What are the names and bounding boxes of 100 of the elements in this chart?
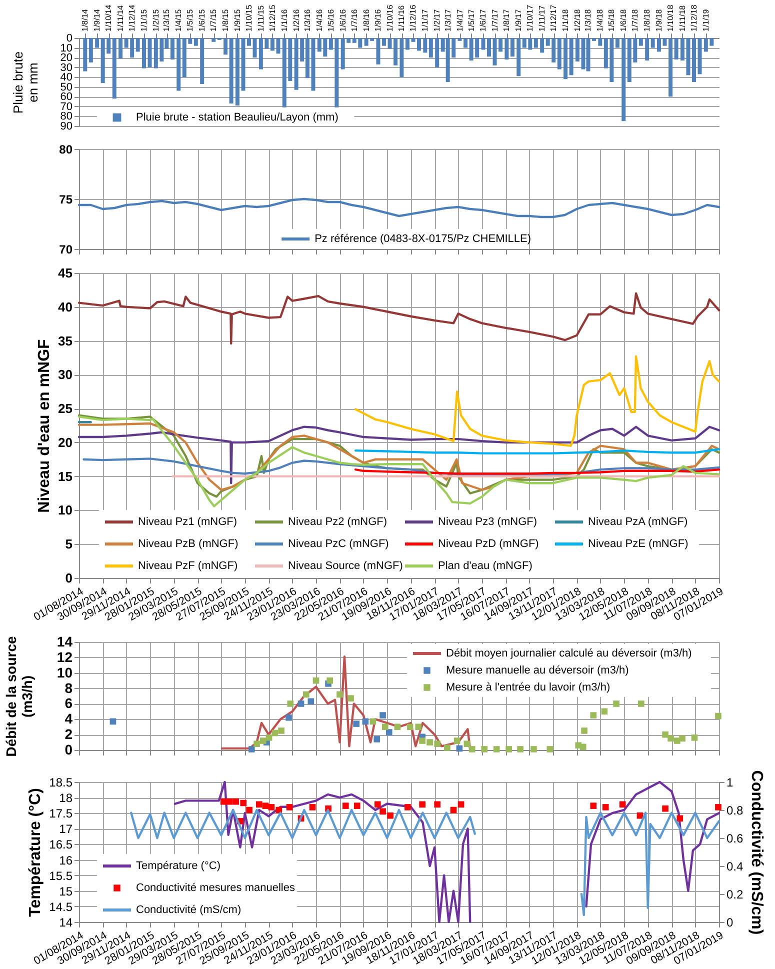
bar xyxy=(148,38,152,68)
point xyxy=(232,798,240,805)
point xyxy=(248,746,255,752)
point xyxy=(254,740,260,747)
legend-label: Niveau Pz1 (mNGF) xyxy=(138,516,238,528)
bar xyxy=(423,38,428,53)
bar xyxy=(417,38,421,51)
y-tick-label: 17.5 xyxy=(49,806,73,821)
x-tick-label: 1/8/17 xyxy=(502,8,512,32)
x-tick-label: 1/8/15 xyxy=(221,8,230,32)
point xyxy=(286,714,292,721)
point xyxy=(546,746,554,752)
y-tick-label: 14 xyxy=(56,634,73,650)
point xyxy=(362,718,369,725)
x-tick-label: 1/6/15 xyxy=(198,8,207,32)
legend-label: Niveau PzC (mNGF) xyxy=(288,538,389,550)
point xyxy=(506,746,512,752)
point xyxy=(517,746,524,752)
bar xyxy=(212,38,216,42)
bar xyxy=(534,38,538,48)
legend-label: Niveau Pz3 (mNGF) xyxy=(438,516,538,528)
legend-label: Niveau PzF (mNGF) xyxy=(138,560,238,572)
point xyxy=(353,720,360,727)
y-tick-label: 15 xyxy=(58,468,72,484)
x-tick-label: 1/8/18 xyxy=(642,8,652,32)
x-tick-label: 1/5/15 xyxy=(186,8,195,32)
y-tick-label: 20 xyxy=(60,52,72,64)
bar xyxy=(136,38,140,52)
x-tick-label: 1/5/18 xyxy=(607,8,616,32)
x-tick-label: 1/7/15 xyxy=(209,8,218,32)
y-tick-label: 0 xyxy=(66,32,72,44)
x-tick-label: 1/6/16 xyxy=(338,8,348,32)
point xyxy=(394,724,401,730)
x-tick-label: 1/11/16 xyxy=(397,4,406,32)
y-tick-label: 2 xyxy=(64,726,73,742)
point xyxy=(342,802,349,809)
line-series xyxy=(82,458,720,476)
y2-tick-label: 0.2 xyxy=(726,888,744,902)
y-axis-title: Pluie brute en mm xyxy=(10,51,40,114)
bar xyxy=(435,38,440,68)
y-tick-label: 4 xyxy=(64,710,73,727)
point xyxy=(619,801,626,808)
point xyxy=(662,805,668,812)
legend-label: Pluie brute - station Beaulieu/Layon (mm) xyxy=(136,112,338,124)
point xyxy=(590,802,597,809)
y-tick-label: 50 xyxy=(60,81,72,94)
point xyxy=(374,736,380,742)
x-tick-label: 1/12/15 xyxy=(268,4,277,32)
point xyxy=(530,746,537,752)
point xyxy=(266,734,272,741)
y-tick-label: 0 xyxy=(64,742,73,758)
y-tick-label: 35 xyxy=(58,333,72,348)
point xyxy=(303,691,310,698)
y-tick-label: 70 xyxy=(59,242,73,256)
y-tick-label: 80 xyxy=(60,110,72,123)
point xyxy=(434,801,440,808)
line-series xyxy=(78,292,720,345)
x-tick-label: 1/5/16 xyxy=(326,8,336,32)
y-axis-title: Température (°C) xyxy=(27,788,44,917)
x-tick-label: 1/10/16 xyxy=(385,4,394,32)
point xyxy=(404,804,411,810)
point xyxy=(468,746,476,752)
x-tick-label: 1/3/17 xyxy=(443,8,452,32)
y-tick-label: 15 xyxy=(59,884,73,898)
x-tick-label: 1/5/17 xyxy=(466,8,476,32)
bar xyxy=(118,38,123,59)
point xyxy=(580,744,586,750)
bar xyxy=(557,38,562,70)
point xyxy=(581,728,588,734)
x-tick-label: 1/9/17 xyxy=(514,8,524,32)
y-tick-label: 25 xyxy=(58,401,72,416)
point xyxy=(276,806,282,814)
y2-axis-title: Conductivité (mS/cm) xyxy=(748,770,766,935)
legend-label: Mesure à l'entrée du lavoir (m3/h) xyxy=(446,682,610,694)
point xyxy=(268,804,275,810)
y-tick-label: 90 xyxy=(60,120,72,132)
bar xyxy=(382,38,386,46)
x-tick-label: 1/11/17 xyxy=(538,4,547,32)
x-tick-label: 1/12/17 xyxy=(549,4,558,32)
y-tick-label: 12 xyxy=(56,648,73,665)
point xyxy=(456,745,463,752)
legend-label: Niveau PzE (mNGF) xyxy=(588,538,688,550)
legend-label: Plan d'eau (mNGF) xyxy=(438,560,532,572)
point xyxy=(679,735,686,742)
y-tick-label: 6 xyxy=(64,695,73,712)
point xyxy=(380,808,386,815)
y-tick-label: 60 xyxy=(60,91,72,104)
y-tick-label: 14 xyxy=(59,916,73,930)
point xyxy=(458,801,464,808)
y-tick-label: 30 xyxy=(60,62,72,74)
y-tick-label: 40 xyxy=(58,299,72,314)
y-tick-label: 0 xyxy=(65,570,72,586)
x-tick-label: 1/4/17 xyxy=(455,8,464,32)
bar xyxy=(83,38,88,72)
bar xyxy=(112,38,116,99)
x-tick-label: 1/7/18 xyxy=(630,8,640,32)
line-series xyxy=(354,355,720,447)
x-tick-label: 1/10/15 xyxy=(244,4,254,32)
point xyxy=(415,724,422,730)
line-series xyxy=(78,198,720,218)
